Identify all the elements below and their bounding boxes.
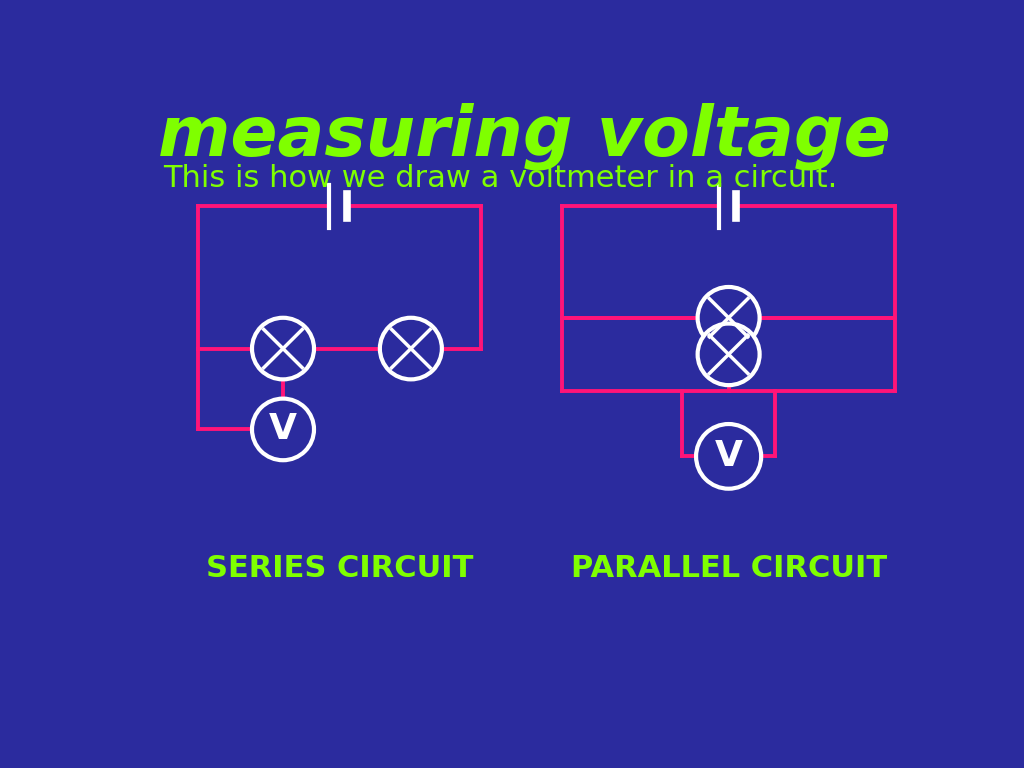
Text: V: V [715, 439, 742, 473]
Text: V: V [269, 412, 297, 446]
Circle shape [697, 323, 760, 385]
Text: SERIES CIRCUIT: SERIES CIRCUIT [206, 554, 473, 582]
Circle shape [697, 287, 760, 349]
Circle shape [252, 399, 314, 460]
Text: measuring voltage: measuring voltage [159, 102, 891, 170]
Circle shape [252, 318, 314, 379]
Circle shape [696, 424, 761, 488]
Text: This is how we draw a voltmeter in a circuit.: This is how we draw a voltmeter in a cir… [163, 164, 838, 193]
Circle shape [380, 318, 442, 379]
Text: PARALLEL CIRCUIT: PARALLEL CIRCUIT [570, 554, 887, 582]
